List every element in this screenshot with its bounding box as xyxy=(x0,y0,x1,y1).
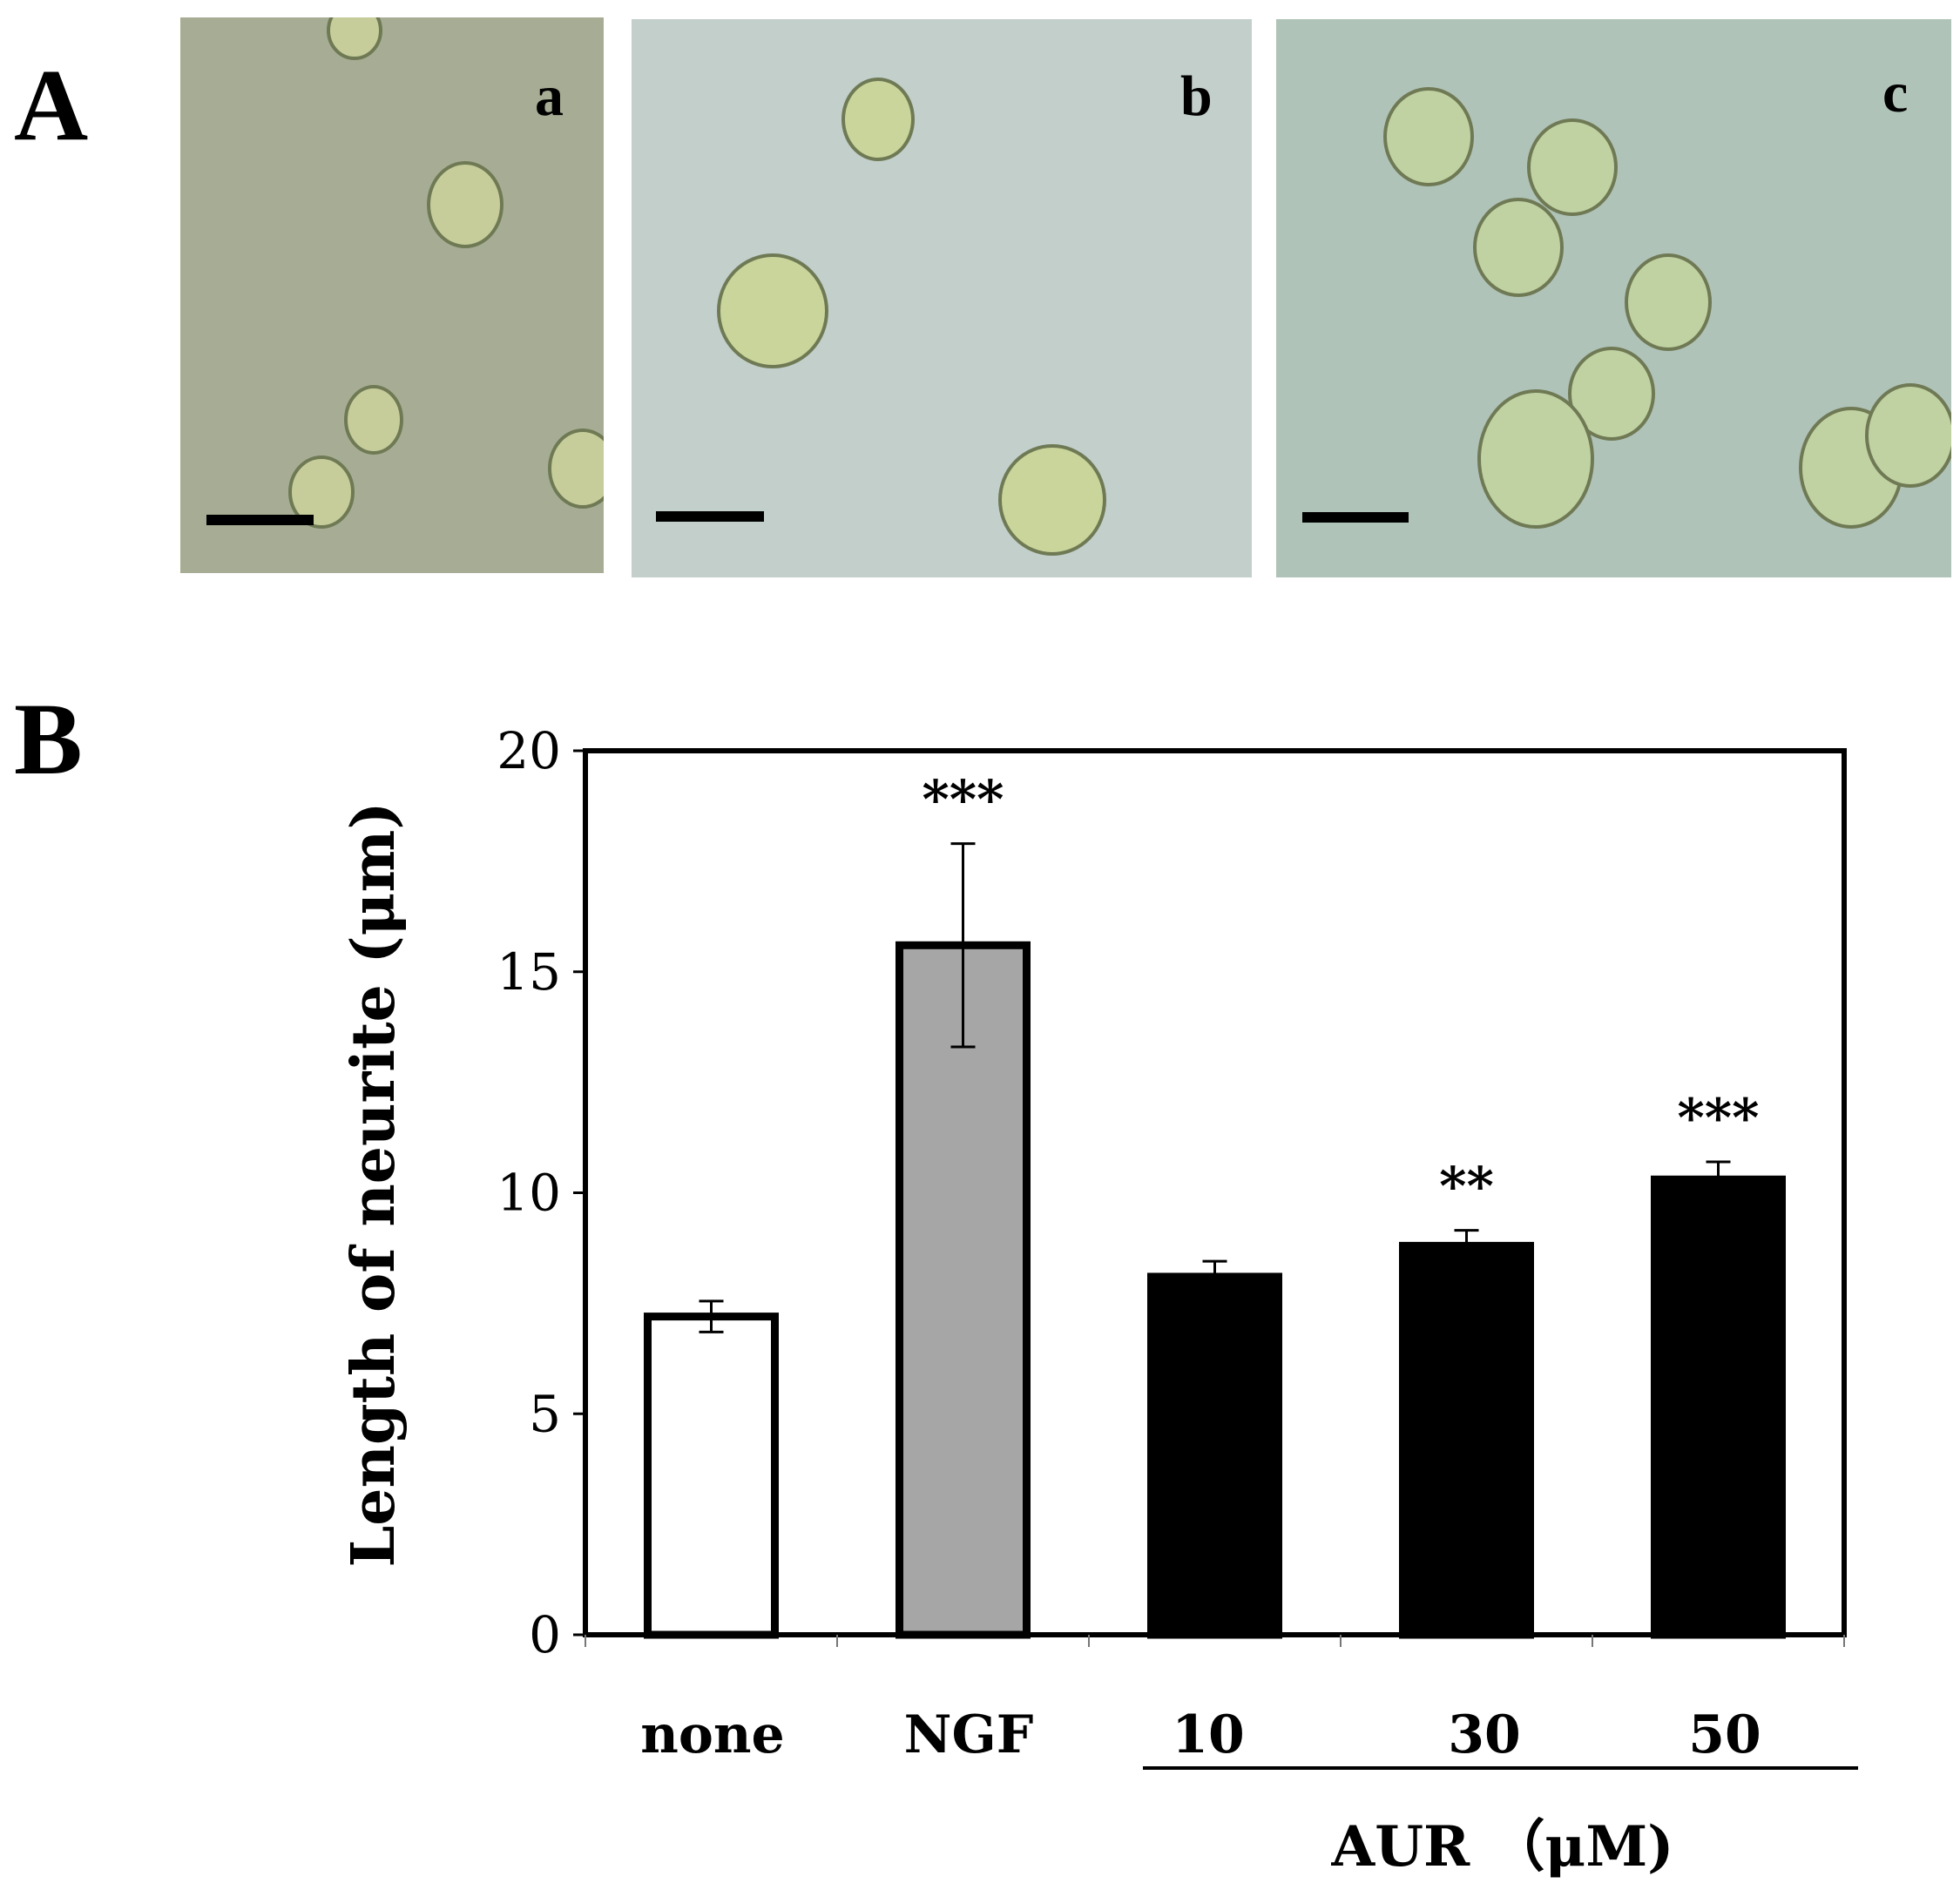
cell-7 xyxy=(1865,383,1951,488)
bar-10 xyxy=(1147,1272,1282,1639)
cell-5 xyxy=(1477,389,1594,529)
bar-NGF xyxy=(896,941,1031,1639)
significance-marker: *** xyxy=(922,770,1004,831)
micrograph-a: a xyxy=(180,17,604,573)
bar-none xyxy=(644,1313,779,1639)
chart-bars xyxy=(644,842,1786,1639)
cell-0 xyxy=(841,78,915,161)
x-category-label: none xyxy=(640,1704,784,1765)
micrograph-c-label: c xyxy=(1882,61,1909,125)
x-category-label: 50 xyxy=(1688,1704,1761,1765)
x-category-label: NGF xyxy=(904,1704,1034,1765)
panel-b-label: B xyxy=(14,682,83,796)
y-tick-label: 20 xyxy=(497,721,561,780)
cell-2 xyxy=(344,385,403,455)
x-group-label: AUR （μM) xyxy=(1331,1814,1674,1880)
micrograph-a-image xyxy=(180,17,604,573)
cell-0 xyxy=(327,17,382,60)
cell-4 xyxy=(1568,347,1655,441)
significance-marker: *** xyxy=(1677,1088,1759,1149)
cell-3 xyxy=(1625,253,1712,351)
y-tick-label: 0 xyxy=(529,1605,561,1664)
y-tick-label: 10 xyxy=(497,1164,561,1223)
cell-3 xyxy=(288,456,355,529)
x-category-label: 10 xyxy=(1172,1704,1245,1765)
cell-2 xyxy=(1473,198,1564,297)
significance-marker: ** xyxy=(1439,1157,1494,1218)
bar-30 xyxy=(1399,1241,1534,1639)
panel-a-label: A xyxy=(14,48,89,162)
micrograph-b: b xyxy=(632,19,1252,577)
y-tick-label: 5 xyxy=(529,1384,561,1443)
cell-0 xyxy=(1383,87,1474,186)
micrograph-a-label: a xyxy=(535,64,564,128)
y-axis-label: Length of neurite (μm) xyxy=(339,801,409,1567)
y-tick-label: 15 xyxy=(497,942,561,1002)
cell-2 xyxy=(998,444,1106,556)
cell-1 xyxy=(427,161,504,248)
cell-4 xyxy=(548,429,604,509)
micrograph-c: c xyxy=(1276,19,1951,577)
micrograph-c-image xyxy=(1276,19,1951,577)
bar-50 xyxy=(1651,1175,1786,1639)
micrograph-b-label: b xyxy=(1180,64,1213,128)
cell-1 xyxy=(717,253,828,368)
x-category-label: 30 xyxy=(1448,1704,1521,1765)
micrograph-b-image xyxy=(632,19,1252,577)
cell-1 xyxy=(1527,118,1618,216)
